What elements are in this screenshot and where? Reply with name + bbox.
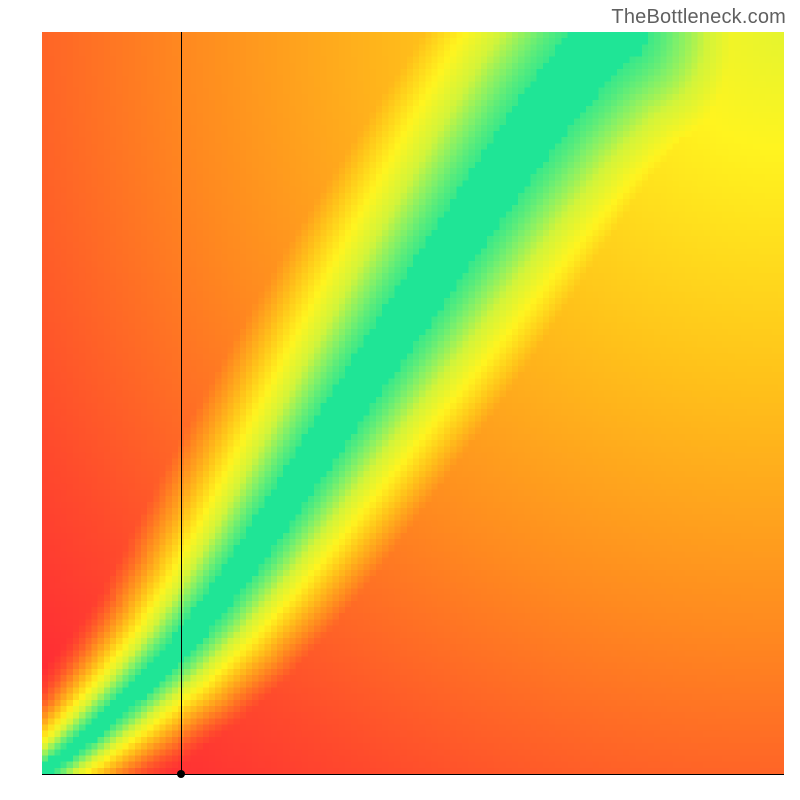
heatmap-canvas bbox=[42, 32, 784, 774]
crosshair-horizontal-line bbox=[42, 774, 784, 775]
crosshair-vertical-line bbox=[181, 32, 182, 774]
crosshair-marker-dot bbox=[177, 770, 185, 778]
watermark-text: TheBottleneck.com bbox=[611, 6, 786, 29]
chart-container: TheBottleneck.com bbox=[0, 0, 800, 800]
